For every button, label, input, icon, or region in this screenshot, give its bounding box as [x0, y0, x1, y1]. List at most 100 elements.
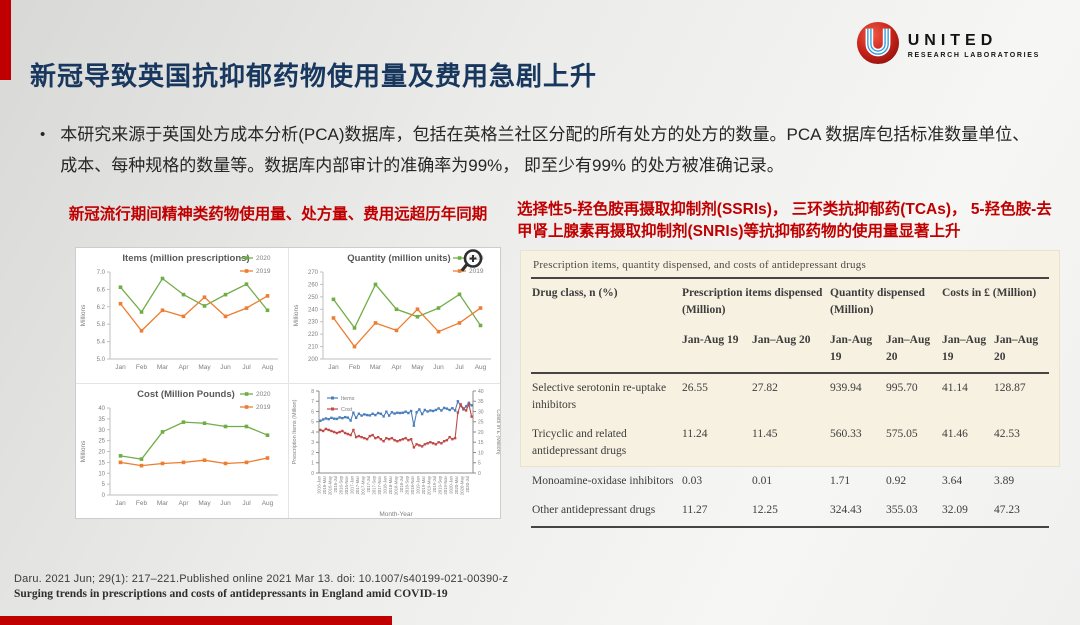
svg-text:0: 0 [311, 470, 314, 476]
table-cell: 42.53 [994, 428, 1020, 441]
antidepressant-table-panel: Prescription items, quantity dispensed, … [520, 250, 1060, 529]
drug-class-cell: Other antidepressant drugs [531, 496, 681, 529]
svg-text:210: 210 [307, 345, 318, 351]
svg-text:8: 8 [311, 388, 314, 394]
svg-text:2020: 2020 [256, 391, 271, 398]
svg-text:4: 4 [311, 429, 314, 435]
subheader: Jan–Aug 20 [993, 325, 1049, 374]
svg-text:2016-Sep: 2016-Sep [338, 475, 343, 494]
svg-text:2020: 2020 [256, 255, 271, 262]
table-cell: 324.43 [829, 496, 885, 529]
svg-text:2: 2 [311, 450, 314, 456]
svg-text:Millions: Millions [293, 304, 300, 326]
svg-text:2018-Nov: 2018-Nov [409, 475, 414, 494]
drug-class-cell: Tricyclic and related antidepressant dru… [532, 428, 627, 458]
table-cell: 575.05 [886, 428, 918, 441]
svg-text:Mar: Mar [157, 364, 169, 371]
logo: UNITED RESEARCH LABORATORIES [856, 21, 1040, 70]
antidepressant-table: Drug class, n (%) Prescription items dis… [531, 277, 1049, 529]
svg-text:Jun: Jun [220, 500, 231, 507]
column-header-quantity: Quantity dispensed (Million) [829, 277, 941, 326]
table-cell: 11.24 [682, 428, 708, 441]
subheader: Jan-Aug 19 [829, 325, 885, 374]
svg-text:Costs in £ (Million): Costs in £ (Million) [495, 409, 501, 454]
drug-class-cell: Monoamine-oxidase inhibitors [532, 474, 674, 487]
svg-text:200: 200 [307, 357, 318, 363]
svg-text:Mar: Mar [369, 364, 381, 371]
svg-text:2020-Jul: 2020-Jul [464, 475, 469, 492]
table-cell: 3.89 [994, 474, 1015, 487]
table-cell: 1.71 [830, 474, 851, 487]
svg-text:5.8: 5.8 [97, 322, 106, 328]
svg-text:2019-Jul: 2019-Jul [431, 475, 436, 492]
svg-text:15: 15 [98, 460, 105, 466]
svg-text:10: 10 [98, 471, 105, 477]
svg-text:15: 15 [478, 440, 484, 446]
svg-text:Jul: Jul [242, 364, 251, 371]
svg-text:5: 5 [102, 482, 106, 488]
subheader: Jan-Aug 19 [681, 325, 751, 374]
svg-text:2020-Mar: 2020-Mar [453, 475, 458, 494]
svg-text:Jul: Jul [455, 364, 464, 371]
bullet-dot: • [40, 126, 46, 143]
svg-text:1: 1 [311, 460, 314, 466]
svg-text:2016-Jul: 2016-Jul [332, 475, 337, 492]
drug-class-cell: Selective serotonin re-uptake inhibitors [532, 382, 667, 411]
svg-text:Jul: Jul [242, 500, 251, 507]
charts-figure: Items (million prescriptions) 5.0 5.4 5.8 6.… [75, 247, 501, 519]
table-cell: 560.33 [830, 428, 862, 441]
svg-text:5.0: 5.0 [97, 357, 106, 363]
table-cell: 0.03 [682, 474, 703, 487]
svg-text:Cost (Million Pounds): Cost (Million Pounds) [137, 389, 235, 400]
magnifier-icon[interactable] [458, 247, 486, 275]
chart-monthly-trend: 0 1 2 3 4 5 6 7 8 0 5 10 15 20 25 30 35 40 2016-Jan 2016-Ma… [288, 383, 501, 518]
svg-text:5.4: 5.4 [97, 340, 106, 346]
table-cell: 27.82 [752, 382, 778, 394]
svg-text:Aug: Aug [262, 500, 274, 507]
chart-cost: Cost (Million Pounds) 0 5 10 15 20 25 30 35 40 Mil… [76, 383, 288, 518]
svg-text:7: 7 [311, 399, 314, 405]
svg-text:25: 25 [478, 419, 484, 425]
svg-text:30: 30 [478, 409, 484, 415]
left-section-heading: 新冠流行期间精神类药物使用量、处方量、费用远超历年同期 [68, 206, 488, 223]
svg-text:0: 0 [478, 470, 481, 476]
svg-text:5: 5 [311, 419, 314, 425]
citation-article-title: Surging trends in prescriptions and cost… [14, 588, 448, 600]
svg-text:240: 240 [307, 307, 318, 313]
svg-text:6.6: 6.6 [97, 287, 106, 293]
svg-text:May: May [198, 364, 211, 371]
svg-text:2017-Mar: 2017-Mar [354, 475, 359, 494]
chart-svg: Cost (Million Pounds) 0 5 10 15 20 25 30 35 40 Mil… [80, 389, 278, 507]
united-logo-icon [856, 21, 900, 70]
svg-text:Jun: Jun [433, 364, 444, 371]
svg-text:7.0: 7.0 [97, 270, 106, 276]
svg-text:2018-Jan: 2018-Jan [382, 475, 387, 494]
table-cell: 11.27 [681, 496, 751, 529]
svg-text:230: 230 [307, 320, 318, 326]
svg-text:Apr: Apr [178, 500, 189, 507]
table-cell: 47.23 [993, 496, 1049, 529]
svg-text:2017-Sep: 2017-Sep [371, 475, 376, 494]
subheader: Jan–Aug 20 [751, 325, 829, 374]
svg-text:Jan: Jan [115, 364, 126, 371]
svg-text:3: 3 [311, 440, 314, 446]
citation: Daru. 2021 Jun; 29(1): 217–221.Published… [14, 573, 508, 600]
svg-text:5: 5 [478, 460, 481, 466]
svg-text:2017-Jul: 2017-Jul [365, 475, 370, 492]
chart-items: Items (million prescriptions) 5.0 5.4 5.8 6.… [76, 248, 288, 383]
svg-text:2017-Nov: 2017-Nov [376, 475, 381, 494]
table-cell: 41.46 [942, 428, 968, 441]
table-cell: 0.01 [752, 474, 773, 487]
table-cell: 32.09 [941, 496, 993, 529]
svg-text:Items (million prescriptions): Items (million prescriptions) [122, 253, 249, 264]
table-cell: 3.64 [942, 474, 963, 487]
svg-text:260: 260 [307, 282, 318, 288]
column-header-costs: Costs in £ (Million) [941, 277, 1049, 326]
svg-text:40: 40 [478, 388, 484, 394]
table-cell: 128.87 [994, 382, 1026, 394]
svg-text:Feb: Feb [348, 364, 360, 371]
subheader: Jan–Aug 19 [941, 325, 993, 374]
table-cell: 11.45 [752, 428, 778, 441]
table-cell: 355.03 [885, 496, 941, 529]
